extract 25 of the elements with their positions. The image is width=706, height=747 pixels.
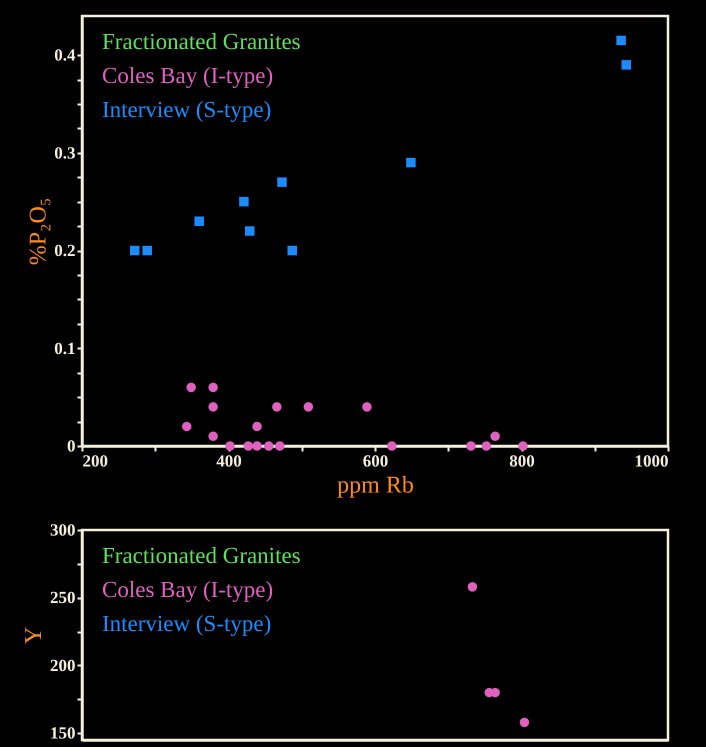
y-tick-label: 300 bbox=[50, 520, 76, 540]
x-tick-label: 1000 bbox=[634, 452, 668, 470]
point bbox=[520, 718, 530, 728]
x-axis-title: ppm Rb bbox=[337, 472, 414, 498]
y-axis-title: %P₂O₅ bbox=[25, 198, 52, 266]
legend-label: Fractionated Granites bbox=[102, 543, 301, 568]
x-tick-label: 200 bbox=[82, 452, 108, 470]
y-tick-label: 250 bbox=[50, 588, 76, 608]
y-tick-label: 200 bbox=[50, 656, 76, 675]
legend-label: Fractionated Granites bbox=[102, 29, 301, 54]
x-tick-label: 400 bbox=[216, 452, 242, 470]
y-tick-label: 0.2 bbox=[54, 241, 76, 260]
legend-label: Interview (S-type) bbox=[102, 611, 272, 636]
y-tick-label: 0.3 bbox=[54, 143, 76, 162]
text: Interview (S-type) bbox=[102, 97, 272, 122]
text: Coles Bay (I-type) bbox=[102, 577, 274, 602]
y-tick-label: 0 bbox=[67, 436, 76, 456]
y-tick-label: 0.4 bbox=[54, 46, 76, 65]
x-tick-label: 800 bbox=[509, 452, 535, 470]
x-tick-label: 600 bbox=[362, 452, 388, 470]
y-tick-label: 0.1 bbox=[54, 338, 76, 358]
y-tick-label: 150 bbox=[50, 724, 76, 743]
text: Coles Bay (I-type) bbox=[102, 63, 274, 88]
point bbox=[468, 582, 478, 592]
y-axis-title: Y bbox=[21, 626, 47, 644]
